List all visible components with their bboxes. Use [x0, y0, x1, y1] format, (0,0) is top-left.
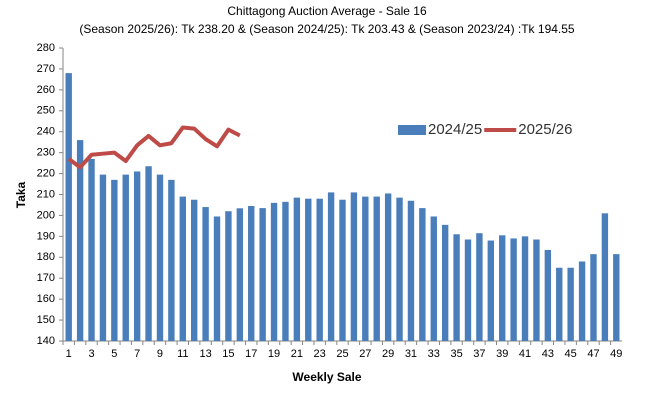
x-tick-label: 45	[565, 348, 577, 360]
bar	[213, 216, 221, 341]
y-tick-label: 200	[37, 209, 55, 221]
bar	[202, 207, 209, 341]
bar	[487, 240, 495, 341]
bar	[179, 196, 186, 341]
bar	[590, 254, 597, 341]
bar	[88, 158, 95, 341]
bar	[293, 197, 301, 341]
bar	[556, 267, 563, 341]
bar	[327, 192, 335, 341]
x-tick-label: 5	[111, 348, 117, 360]
y-tick-label: 250	[37, 105, 55, 117]
x-tick-label: 27	[359, 348, 371, 360]
legend-label: 2025/26	[518, 121, 572, 138]
bar	[407, 200, 415, 341]
bar	[350, 192, 358, 341]
x-tick-label: 11	[177, 348, 188, 360]
bar	[65, 73, 72, 341]
y-tick-label: 280	[37, 42, 55, 54]
x-tick-label: 1	[66, 348, 72, 360]
x-tick-label: 15	[222, 348, 234, 360]
bar	[521, 236, 529, 341]
x-tick-label: 29	[382, 348, 394, 360]
bar	[453, 234, 460, 341]
bar	[76, 140, 84, 341]
bar	[305, 198, 312, 341]
chart-subtitle: (Season 2025/26): Tk 238.20 & (Season 20…	[79, 22, 575, 36]
bar	[510, 238, 517, 341]
legend-swatch	[398, 125, 426, 135]
bar	[99, 174, 107, 341]
bar	[122, 174, 129, 341]
x-tick-label: 35	[450, 348, 462, 360]
y-tick-label: 230	[37, 147, 55, 159]
y-tick-label: 220	[37, 167, 55, 179]
bar	[270, 202, 278, 341]
y-tick-label: 210	[37, 188, 55, 200]
x-tick-label: 19	[268, 348, 280, 360]
bar	[567, 267, 574, 341]
bar	[133, 171, 141, 341]
x-tick-label: 9	[157, 348, 163, 360]
y-tick-label: 140	[37, 335, 55, 347]
bar	[601, 213, 609, 341]
bar	[578, 261, 586, 341]
y-axis-label: Taka	[14, 181, 28, 208]
bar	[441, 224, 449, 341]
x-tick-label: 7	[134, 348, 140, 360]
x-tick-label: 43	[542, 348, 554, 360]
bar	[145, 166, 152, 341]
bar	[499, 235, 506, 341]
bar	[384, 193, 392, 341]
x-tick-label: 37	[473, 348, 485, 360]
bar	[282, 201, 289, 341]
bar	[190, 199, 198, 341]
x-tick-label: 23	[314, 348, 326, 360]
bar	[339, 199, 346, 341]
x-tick-label: 21	[291, 348, 303, 360]
bar	[168, 179, 175, 341]
bar	[111, 179, 118, 341]
x-tick-label: 41	[519, 348, 531, 360]
x-tick-label: 3	[88, 348, 94, 360]
y-tick-label: 240	[37, 126, 55, 138]
bar	[248, 206, 255, 341]
y-tick-label: 180	[37, 251, 55, 263]
y-tick-label: 260	[37, 84, 55, 96]
bar	[362, 196, 369, 341]
bar	[373, 196, 380, 341]
bar	[259, 208, 266, 341]
line	[67, 125, 241, 170]
y-tick-label: 170	[37, 272, 55, 284]
x-axis-label: Weekly Sale	[292, 370, 361, 384]
bar	[544, 249, 552, 341]
y-tick-label: 270	[37, 63, 55, 75]
y-tick-label: 160	[37, 293, 55, 305]
bar	[464, 239, 472, 341]
bar	[430, 216, 437, 341]
x-tick-label: 49	[610, 348, 622, 360]
x-tick-label: 17	[245, 348, 257, 360]
chart-title: Chittagong Auction Average - Sale 16	[227, 4, 427, 18]
bar	[156, 174, 164, 341]
bar	[316, 198, 323, 341]
bar	[419, 208, 426, 341]
bar	[613, 254, 620, 341]
bar	[533, 239, 540, 341]
x-tick-label: 33	[428, 348, 440, 360]
x-tick-label: 39	[496, 348, 508, 360]
legend-label: 2024/25	[428, 121, 482, 138]
y-tick-label: 150	[37, 314, 55, 326]
x-tick-label: 25	[336, 348, 348, 360]
bar	[236, 208, 244, 341]
x-tick-label: 31	[405, 348, 417, 360]
bar	[476, 233, 483, 341]
y-tick-label: 190	[37, 230, 55, 242]
bar	[225, 211, 232, 341]
x-tick-label: 47	[587, 348, 599, 360]
bar	[396, 197, 403, 341]
x-tick-label: 13	[199, 348, 211, 360]
